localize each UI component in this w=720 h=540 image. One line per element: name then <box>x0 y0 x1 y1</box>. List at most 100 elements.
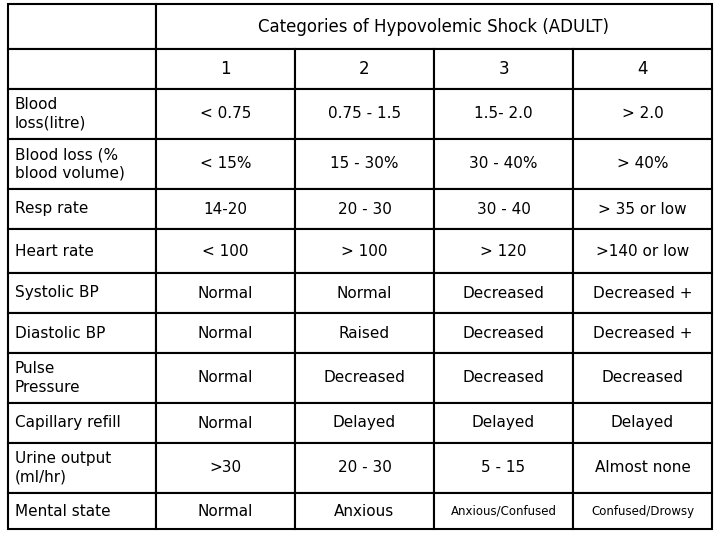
Text: < 0.75: < 0.75 <box>200 106 251 122</box>
Bar <box>434 353 573 403</box>
Bar <box>156 353 295 403</box>
Bar <box>573 49 712 89</box>
Text: Decreased: Decreased <box>462 370 544 386</box>
Text: Decreased: Decreased <box>602 370 683 386</box>
Text: 5 - 15: 5 - 15 <box>482 461 526 476</box>
Text: Mental state: Mental state <box>15 503 111 518</box>
Bar <box>8 139 156 189</box>
Text: Confused/Drowsy: Confused/Drowsy <box>591 504 694 517</box>
Bar <box>8 403 156 443</box>
Bar <box>295 313 434 353</box>
Bar <box>295 189 434 229</box>
Text: Normal: Normal <box>198 326 253 341</box>
Bar <box>295 353 434 403</box>
Bar <box>573 353 712 403</box>
Text: Capillary refill: Capillary refill <box>15 415 121 430</box>
Text: >30: >30 <box>210 461 242 476</box>
Text: 1: 1 <box>220 60 231 78</box>
Text: Decreased +: Decreased + <box>593 286 692 300</box>
Bar <box>8 49 156 89</box>
Bar <box>156 313 295 353</box>
Bar <box>156 443 295 493</box>
Bar <box>156 403 295 443</box>
Text: Normal: Normal <box>198 503 253 518</box>
Bar <box>156 49 295 89</box>
Text: Diastolic BP: Diastolic BP <box>15 326 105 341</box>
Bar <box>295 49 434 89</box>
Bar <box>573 313 712 353</box>
Bar <box>573 189 712 229</box>
Bar <box>573 273 712 313</box>
Text: 20 - 30: 20 - 30 <box>338 201 392 217</box>
Bar <box>434 313 573 353</box>
Bar <box>156 189 295 229</box>
Bar <box>573 89 712 139</box>
Text: Pulse
Pressure: Pulse Pressure <box>15 361 81 395</box>
Bar <box>8 89 156 139</box>
Text: Delayed: Delayed <box>333 415 396 430</box>
Bar <box>8 273 156 313</box>
Text: Urine output
(ml/hr): Urine output (ml/hr) <box>15 451 112 485</box>
Text: < 15%: < 15% <box>199 157 251 172</box>
Text: 30 - 40%: 30 - 40% <box>469 157 538 172</box>
Bar <box>295 229 434 273</box>
Bar <box>434 139 573 189</box>
Text: Anxious/Confused: Anxious/Confused <box>451 504 557 517</box>
Bar <box>8 189 156 229</box>
Text: Normal: Normal <box>198 286 253 300</box>
Bar <box>573 443 712 493</box>
Text: 30 - 40: 30 - 40 <box>477 201 531 217</box>
Text: Resp rate: Resp rate <box>15 201 89 217</box>
Text: 2: 2 <box>359 60 370 78</box>
Text: Raised: Raised <box>339 326 390 341</box>
Bar <box>295 139 434 189</box>
Text: Blood loss (%
blood volume): Blood loss (% blood volume) <box>15 147 125 181</box>
Text: > 120: > 120 <box>480 244 527 259</box>
Text: Decreased: Decreased <box>462 286 544 300</box>
Bar <box>295 403 434 443</box>
Bar <box>8 313 156 353</box>
Bar <box>434 49 573 89</box>
Text: > 100: > 100 <box>341 244 388 259</box>
Bar <box>573 229 712 273</box>
Bar <box>434 493 573 529</box>
Bar <box>8 4 156 49</box>
Bar <box>8 443 156 493</box>
Text: 15 - 30%: 15 - 30% <box>330 157 399 172</box>
Bar <box>573 139 712 189</box>
Text: > 35 or low: > 35 or low <box>598 201 687 217</box>
Text: Decreased +: Decreased + <box>593 326 692 341</box>
Text: 1.5- 2.0: 1.5- 2.0 <box>474 106 533 122</box>
Text: 4: 4 <box>637 60 648 78</box>
Bar <box>156 493 295 529</box>
Bar <box>434 273 573 313</box>
Bar <box>573 493 712 529</box>
Text: 0.75 - 1.5: 0.75 - 1.5 <box>328 106 401 122</box>
Bar <box>573 403 712 443</box>
Bar <box>8 229 156 273</box>
Text: > 2.0: > 2.0 <box>621 106 663 122</box>
Bar <box>434 89 573 139</box>
Text: Almost none: Almost none <box>595 461 690 476</box>
Text: 3: 3 <box>498 60 509 78</box>
Bar <box>434 189 573 229</box>
Bar <box>8 353 156 403</box>
Text: 14-20: 14-20 <box>204 201 248 217</box>
Bar <box>434 443 573 493</box>
Text: Normal: Normal <box>198 370 253 386</box>
Bar <box>295 443 434 493</box>
Text: Heart rate: Heart rate <box>15 244 94 259</box>
Bar <box>156 229 295 273</box>
Bar <box>434 229 573 273</box>
Text: 20 - 30: 20 - 30 <box>338 461 392 476</box>
Text: Normal: Normal <box>198 415 253 430</box>
Text: > 40%: > 40% <box>617 157 668 172</box>
Text: Normal: Normal <box>337 286 392 300</box>
Bar <box>8 493 156 529</box>
Text: >140 or low: >140 or low <box>596 244 689 259</box>
Text: Categories of Hypovolemic Shock (ADULT): Categories of Hypovolemic Shock (ADULT) <box>258 17 610 36</box>
Text: Systolic BP: Systolic BP <box>15 286 99 300</box>
Bar <box>156 89 295 139</box>
Bar <box>156 139 295 189</box>
Bar <box>156 273 295 313</box>
